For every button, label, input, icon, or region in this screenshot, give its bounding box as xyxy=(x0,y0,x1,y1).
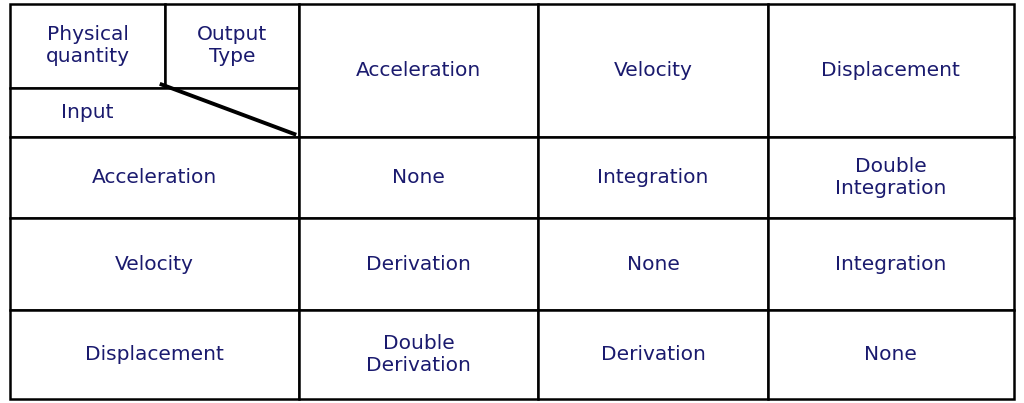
Bar xyxy=(165,4,299,88)
Text: Velocity: Velocity xyxy=(613,61,692,80)
Bar xyxy=(299,137,538,218)
Text: Acceleration: Acceleration xyxy=(356,61,481,80)
Bar xyxy=(768,310,1014,399)
Bar xyxy=(538,4,768,137)
Text: Displacement: Displacement xyxy=(821,61,961,80)
Bar xyxy=(10,4,165,88)
Text: Double
Integration: Double Integration xyxy=(836,157,946,198)
Bar xyxy=(768,137,1014,218)
Bar xyxy=(538,218,768,310)
Text: Acceleration: Acceleration xyxy=(92,168,217,187)
Bar xyxy=(10,310,299,399)
Text: Displacement: Displacement xyxy=(85,345,224,364)
Text: Input: Input xyxy=(61,103,114,122)
Text: Derivation: Derivation xyxy=(600,345,706,364)
Text: None: None xyxy=(392,168,445,187)
Bar xyxy=(10,218,299,310)
Text: Output
Type: Output Type xyxy=(197,25,267,66)
Bar xyxy=(768,4,1014,137)
Bar xyxy=(299,4,538,137)
Text: Derivation: Derivation xyxy=(367,255,471,274)
Bar xyxy=(768,218,1014,310)
Bar xyxy=(299,310,538,399)
Text: Integration: Integration xyxy=(597,168,709,187)
Bar xyxy=(10,88,299,137)
Text: Double
Derivation: Double Derivation xyxy=(367,334,471,375)
Bar xyxy=(10,137,299,218)
Text: Physical
quantity: Physical quantity xyxy=(45,25,129,66)
Bar xyxy=(538,310,768,399)
Bar xyxy=(538,137,768,218)
Text: None: None xyxy=(864,345,918,364)
Text: Integration: Integration xyxy=(836,255,946,274)
Text: Velocity: Velocity xyxy=(116,255,195,274)
Text: None: None xyxy=(627,255,680,274)
Bar xyxy=(299,218,538,310)
